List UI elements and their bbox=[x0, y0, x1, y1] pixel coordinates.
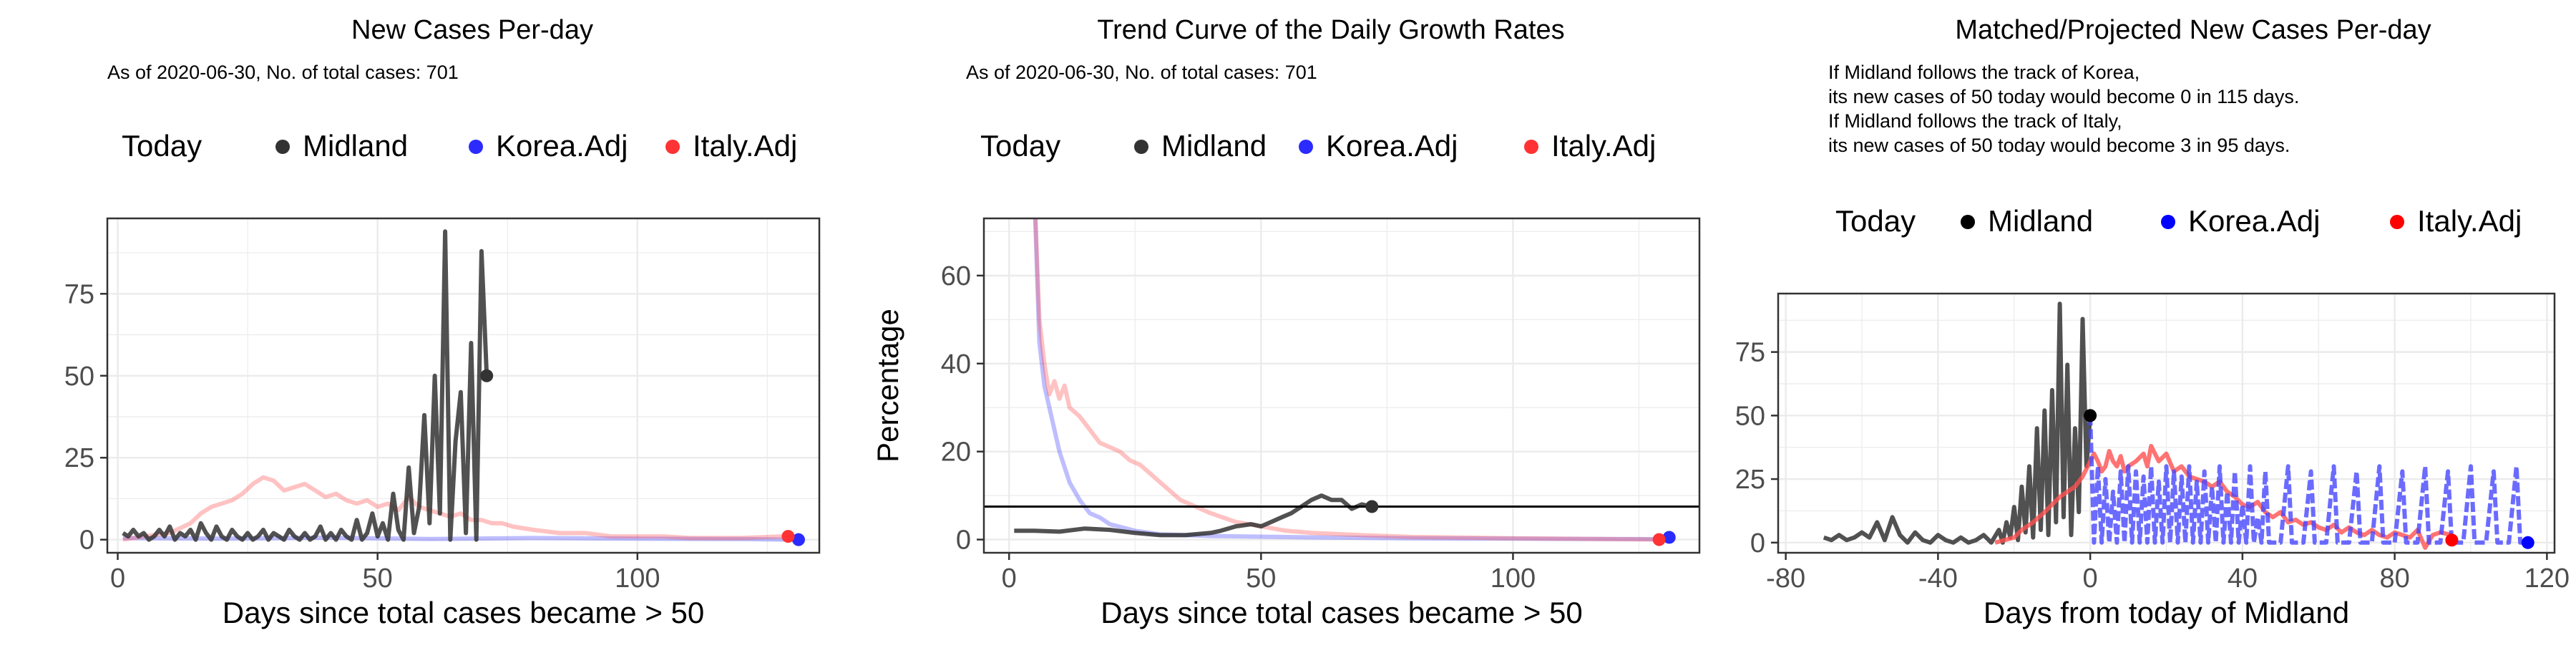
y-tick-label: 75 bbox=[1735, 338, 1765, 368]
legend-marker-italy-adj bbox=[665, 140, 680, 154]
chart-subtitle: As of 2020-06-30, No. of total cases: 70… bbox=[966, 62, 1317, 83]
y-axis: 0 25 50 75 bbox=[1735, 338, 1778, 558]
y-tick-label: 0 bbox=[1750, 528, 1765, 558]
chart-panel-2: Trend Curve of the Daily Growth Rates As … bbox=[871, 15, 1701, 629]
y-axis: 0 25 50 75 bbox=[64, 279, 107, 556]
series-lines bbox=[1823, 301, 2528, 550]
legend-marker-midland bbox=[1134, 140, 1148, 154]
chart-title: Matched/Projected New Cases Per-day bbox=[1955, 15, 2431, 45]
legend-marker-midland bbox=[1961, 215, 1975, 229]
series-lines bbox=[122, 229, 794, 542]
today-point-midland bbox=[480, 369, 494, 382]
y-axis: 0 20 40 60 Percentage bbox=[871, 261, 984, 556]
legend-marker-korea-adj bbox=[2161, 215, 2175, 229]
today-point-italy-adj bbox=[781, 530, 795, 543]
plot-border bbox=[982, 217, 1701, 554]
legend-label: Korea.Adj bbox=[1326, 129, 1458, 163]
x-axis-label: Days since total cases became > 50 bbox=[1101, 596, 1583, 629]
grid-lines bbox=[984, 218, 1699, 553]
chart-title: Trend Curve of the Daily Growth Rates bbox=[1097, 15, 1564, 45]
x-axis: -80 -40 0 40 80 120 Days from today of Midland bbox=[1766, 553, 2570, 629]
y-tick-label: 60 bbox=[941, 261, 971, 291]
chart-panel-1: New Cases Per-day As of 2020-06-30, No. o… bbox=[64, 15, 821, 629]
x-tick-label: 50 bbox=[363, 564, 393, 594]
x-tick-label: 0 bbox=[110, 564, 125, 594]
y-tick-label: 50 bbox=[64, 362, 94, 392]
x-tick-label: -80 bbox=[1766, 564, 1805, 594]
legend-label: Korea.Adj bbox=[496, 129, 628, 163]
legend-label: Korea.Adj bbox=[2188, 204, 2320, 238]
series-line-italy-adj bbox=[1033, 218, 1659, 542]
chart-note-line: its new cases of 50 today would become 0… bbox=[1828, 86, 2299, 107]
series-line-korea-adj bbox=[1033, 218, 1669, 541]
x-axis-label: Days from today of Midland bbox=[1984, 596, 2349, 629]
chart-note-line: If Midland follows the track of Italy, bbox=[1828, 110, 2122, 132]
series-line-midland bbox=[1823, 301, 2093, 545]
legend-label: Italy.Adj bbox=[2417, 204, 2522, 238]
x-tick-label: 50 bbox=[1246, 564, 1276, 594]
legend-marker-korea-adj bbox=[469, 140, 483, 154]
today-point-midland bbox=[1365, 500, 1379, 513]
y-tick-label: 0 bbox=[79, 526, 94, 556]
today-points bbox=[480, 369, 805, 546]
x-tick-label: 0 bbox=[2083, 564, 2098, 594]
chart-legend: Today Midland Korea.Adj Italy.Adj bbox=[980, 129, 1656, 163]
today-points bbox=[1365, 500, 1676, 546]
today-point-italy-adj bbox=[2445, 533, 2459, 547]
today-point-korea-adj bbox=[2521, 536, 2534, 549]
chart-legend: Today Midland Korea.Adj Italy.Adj bbox=[1835, 204, 2522, 238]
x-tick-label: 0 bbox=[1002, 564, 1017, 594]
legend-label: Midland bbox=[303, 129, 408, 163]
series-line-midland bbox=[122, 229, 489, 542]
legend-title: Today bbox=[980, 129, 1060, 163]
legend-title: Today bbox=[122, 129, 202, 163]
legend-marker-italy-adj bbox=[1524, 140, 1538, 154]
chart-legend: Today Midland Korea.Adj Italy.Adj bbox=[122, 129, 797, 163]
y-tick-label: 50 bbox=[1735, 401, 1765, 431]
today-points bbox=[2084, 409, 2534, 549]
legend-label: Midland bbox=[1988, 204, 2093, 238]
plot-border bbox=[1777, 292, 2556, 554]
x-tick-label: 100 bbox=[1491, 564, 1536, 594]
today-point-italy-adj bbox=[1652, 533, 1666, 546]
series-line-italy-adj bbox=[122, 475, 784, 542]
y-tick-label: 20 bbox=[941, 437, 971, 468]
y-tick-label: 0 bbox=[956, 526, 971, 556]
y-tick-label: 25 bbox=[64, 443, 94, 473]
legend-label: Italy.Adj bbox=[693, 129, 797, 163]
plot-border bbox=[106, 217, 821, 554]
today-point-korea-adj bbox=[791, 533, 805, 546]
today-point-korea-adj bbox=[1662, 531, 1676, 544]
today-point-midland bbox=[2084, 409, 2097, 422]
chart-subtitle: As of 2020-06-30, No. of total cases: 70… bbox=[107, 62, 459, 83]
legend-title: Today bbox=[1835, 204, 1916, 238]
chart-title: New Cases Per-day bbox=[351, 15, 593, 45]
x-tick-label: -40 bbox=[1918, 564, 1958, 594]
y-tick-label: 75 bbox=[64, 279, 94, 309]
x-tick-label: 120 bbox=[2524, 564, 2570, 594]
y-tick-label: 40 bbox=[941, 349, 971, 379]
legend-label: Italy.Adj bbox=[1551, 129, 1656, 163]
y-axis-label: Percentage bbox=[871, 309, 904, 463]
x-axis-label: Days since total cases became > 50 bbox=[223, 596, 705, 629]
series-lines bbox=[1014, 218, 1669, 542]
legend-marker-midland bbox=[275, 140, 290, 154]
legend-label: Midland bbox=[1161, 129, 1267, 163]
legend-marker-korea-adj bbox=[1299, 140, 1313, 154]
plot-background bbox=[984, 218, 1699, 553]
chart-panel-3: Matched/Projected New Cases Per-day If Mi… bbox=[1735, 15, 2570, 629]
x-tick-label: 40 bbox=[2228, 564, 2258, 594]
series-line-korea-adj bbox=[2088, 415, 2528, 545]
legend-marker-italy-adj bbox=[2390, 215, 2404, 229]
series-line-midland bbox=[1014, 493, 1372, 538]
x-tick-label: 100 bbox=[615, 564, 660, 594]
chart-note-line: its new cases of 50 today would become 3… bbox=[1828, 135, 2290, 156]
chart-note-line: If Midland follows the track of Korea, bbox=[1828, 62, 2140, 83]
y-tick-label: 25 bbox=[1735, 465, 1765, 495]
x-tick-label: 80 bbox=[2379, 564, 2409, 594]
